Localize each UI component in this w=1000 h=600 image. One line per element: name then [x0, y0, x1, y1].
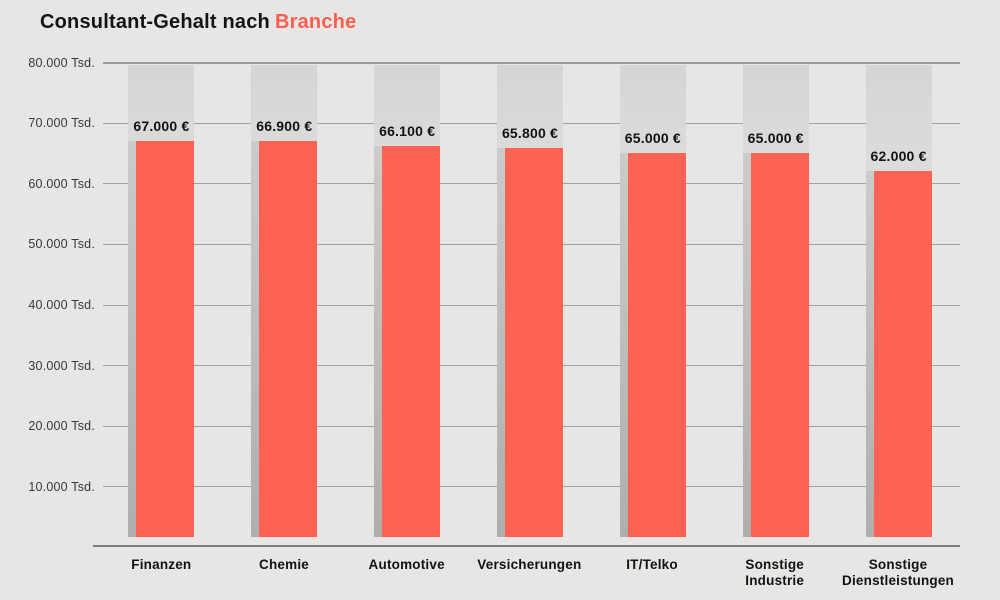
category-labels-row: Finanzen Chemie Automotive Versicherungen IT…	[100, 557, 960, 590]
bar-left-shadow	[742, 152, 751, 537]
bar-value-label: 67.000 €	[133, 117, 190, 134]
bar-unit: 65.000 €	[742, 62, 809, 547]
bar-unit: 65.000 €	[619, 62, 686, 547]
y-tick-label: 10.000 Tsd.	[28, 479, 95, 494]
bar	[382, 146, 441, 537]
category-label-3: Automotive	[368, 557, 445, 572]
bar-unit: 66.100 €	[374, 62, 441, 547]
bar	[259, 141, 318, 537]
bar-group-1: 67.000 €	[100, 62, 223, 547]
bar-value-label: 66.100 €	[379, 123, 436, 140]
bar-group-4: 65.800 €	[469, 62, 592, 547]
bar-unit: 67.000 €	[128, 62, 195, 547]
bar-left-shadow	[128, 140, 137, 537]
bar-left-shadow	[251, 141, 260, 537]
x-axis-line	[93, 545, 960, 547]
category-label-7: Sonstige Dienstleistungen	[842, 557, 954, 589]
bar-value-label: 66.900 €	[256, 118, 313, 135]
category-label-6: Sonstige Industrie	[745, 557, 805, 589]
bar	[505, 148, 563, 537]
bar	[627, 152, 686, 537]
bar-left-shadow	[619, 152, 628, 537]
bar-group-3: 66.100 €	[346, 62, 469, 547]
y-tick-label: 70.000 Tsd.	[28, 116, 95, 131]
category-label-2: Chemie	[259, 557, 309, 572]
bar-left-shadow	[374, 146, 383, 537]
y-tick-label: 30.000 Tsd.	[28, 358, 95, 373]
y-tick-label: 20.000 Tsd.	[28, 419, 95, 434]
bar-left-shadow	[865, 171, 874, 537]
category-label-5: IT/Telko	[626, 557, 678, 572]
y-tick-label: 80.000 Tsd.	[28, 56, 95, 70]
category-label-4: Versicherungen	[477, 557, 582, 572]
chart-title: Consultant-Gehalt nach Branche	[40, 11, 356, 34]
bar-unit: 65.800 €	[497, 62, 563, 547]
gridline-80000	[103, 62, 960, 64]
y-tick-label: 60.000 Tsd.	[28, 176, 95, 191]
y-tick-label: 50.000 Tsd.	[28, 237, 95, 252]
bar	[750, 152, 809, 537]
bar-unit: 62.000 €	[865, 62, 932, 547]
bar-value-label: 62.000 €	[870, 148, 927, 165]
bar-group-6: 65.000 €	[714, 62, 837, 547]
bar-unit: 66.900 €	[251, 62, 318, 547]
plot-area: 80.000 Tsd. 70.000 Tsd. 60.000 Tsd. 50.000 …	[0, 56, 1000, 547]
chart-title-highlight: Branche	[274, 11, 357, 33]
bar-group-5: 65.000 €	[591, 62, 714, 547]
bar-value-label: 65.000 €	[747, 129, 804, 146]
bar-value-label: 65.000 €	[624, 129, 681, 146]
bar	[873, 171, 932, 537]
chart-title-prefix: Consultant-Gehalt nach	[40, 11, 270, 33]
bar-group-7: 62.000 €	[837, 62, 960, 547]
bar-group-2: 66.900 €	[223, 62, 346, 547]
bar-groups: 67.000 € 66.900 € 66.100 € 65.800 € 65.000 €…	[100, 62, 960, 547]
bar-left-shadow	[497, 148, 505, 537]
bar-value-label: 65.800 €	[501, 125, 559, 142]
category-label-1: Finanzen	[131, 557, 192, 572]
bar	[136, 140, 195, 537]
y-tick-label: 40.000 Tsd.	[28, 298, 95, 312]
